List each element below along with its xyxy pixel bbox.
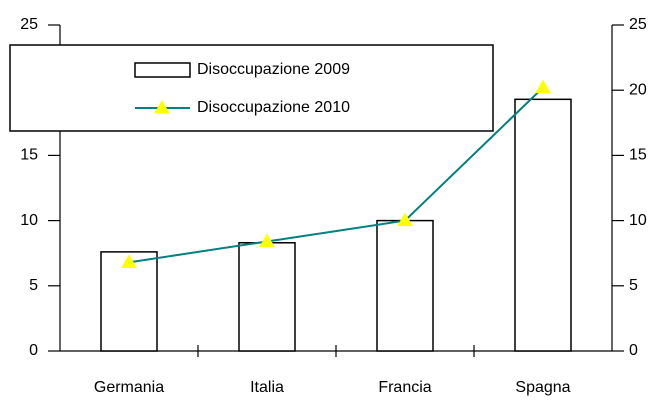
- y-tick-label: 0: [29, 342, 38, 359]
- y-tick-label: 5: [29, 277, 38, 294]
- legend: [9, 44, 494, 132]
- marker: [121, 254, 137, 268]
- y2-tick-label: 20: [629, 81, 647, 98]
- legend-marker: [154, 100, 170, 114]
- y2-tick-label: 5: [629, 277, 638, 294]
- bar: [238, 242, 296, 352]
- legend-label: Disoccupazione 2009: [197, 61, 350, 78]
- y-tick-label: 10: [20, 212, 38, 229]
- marker: [535, 79, 551, 94]
- y2-tick-label: 0: [629, 342, 638, 359]
- bar: [514, 98, 572, 352]
- x-tick-label: Italia: [250, 379, 284, 396]
- marker: [259, 233, 275, 247]
- legend-swatch: [134, 62, 191, 78]
- y2-tick-label: 25: [629, 16, 647, 33]
- x-tick-label: Francia: [378, 379, 431, 396]
- x-tick-label: Spagna: [515, 379, 570, 396]
- bar: [100, 251, 158, 352]
- legend-label: Disoccupazione 2010: [197, 99, 350, 116]
- x-tick-label: Germania: [94, 379, 164, 396]
- y2-tick-label: 15: [629, 147, 647, 164]
- y-tick-label: 25: [20, 16, 38, 33]
- bar: [376, 219, 434, 352]
- y-tick-label: 15: [20, 147, 38, 164]
- marker: [397, 212, 413, 227]
- y2-tick-label: 10: [629, 212, 647, 229]
- line: [128, 86, 544, 264]
